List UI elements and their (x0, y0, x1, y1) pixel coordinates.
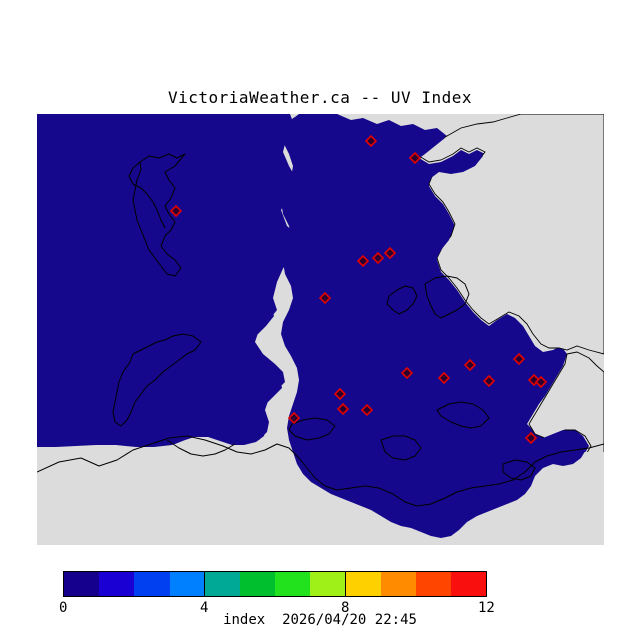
colorbar-band-3 (169, 572, 205, 596)
colorbar-band-7 (310, 572, 346, 596)
colorbar-tick-divider-4 (204, 571, 205, 597)
sea-overlay (37, 114, 587, 538)
coastline-strokes (37, 153, 604, 507)
colorbar-band-11 (450, 572, 487, 596)
colorbar-band-2 (134, 572, 170, 596)
colorbar-band-8 (345, 572, 381, 596)
colorbar-tick-label-8: 8 (341, 600, 350, 616)
map-panel[interactable] (37, 114, 604, 545)
map-canvas[interactable] (37, 114, 604, 545)
colorbar-band-1 (99, 572, 135, 596)
colorbar-gradient[interactable] (63, 571, 487, 597)
page-title: VictoriaWeather.ca -- UV Index (168, 88, 472, 107)
colorbar-band-4 (204, 572, 240, 596)
colorbar-caption: index 2026/04/20 22:45 (223, 612, 417, 628)
colorbar[interactable] (63, 571, 487, 597)
station-markers[interactable] (169, 134, 548, 445)
colorbar-tick-label-12: 12 (478, 600, 495, 616)
colorbar-band-10 (415, 572, 451, 596)
colorbar-band-5 (239, 572, 276, 596)
colorbar-band-9 (380, 572, 416, 596)
colorbar-tick-label-0: 0 (59, 600, 68, 616)
colorbar-band-0 (64, 572, 100, 596)
colorbar-tick-label-4: 4 (200, 600, 209, 616)
colorbar-band-6 (275, 572, 311, 596)
colorbar-tick-divider-8 (345, 571, 346, 597)
